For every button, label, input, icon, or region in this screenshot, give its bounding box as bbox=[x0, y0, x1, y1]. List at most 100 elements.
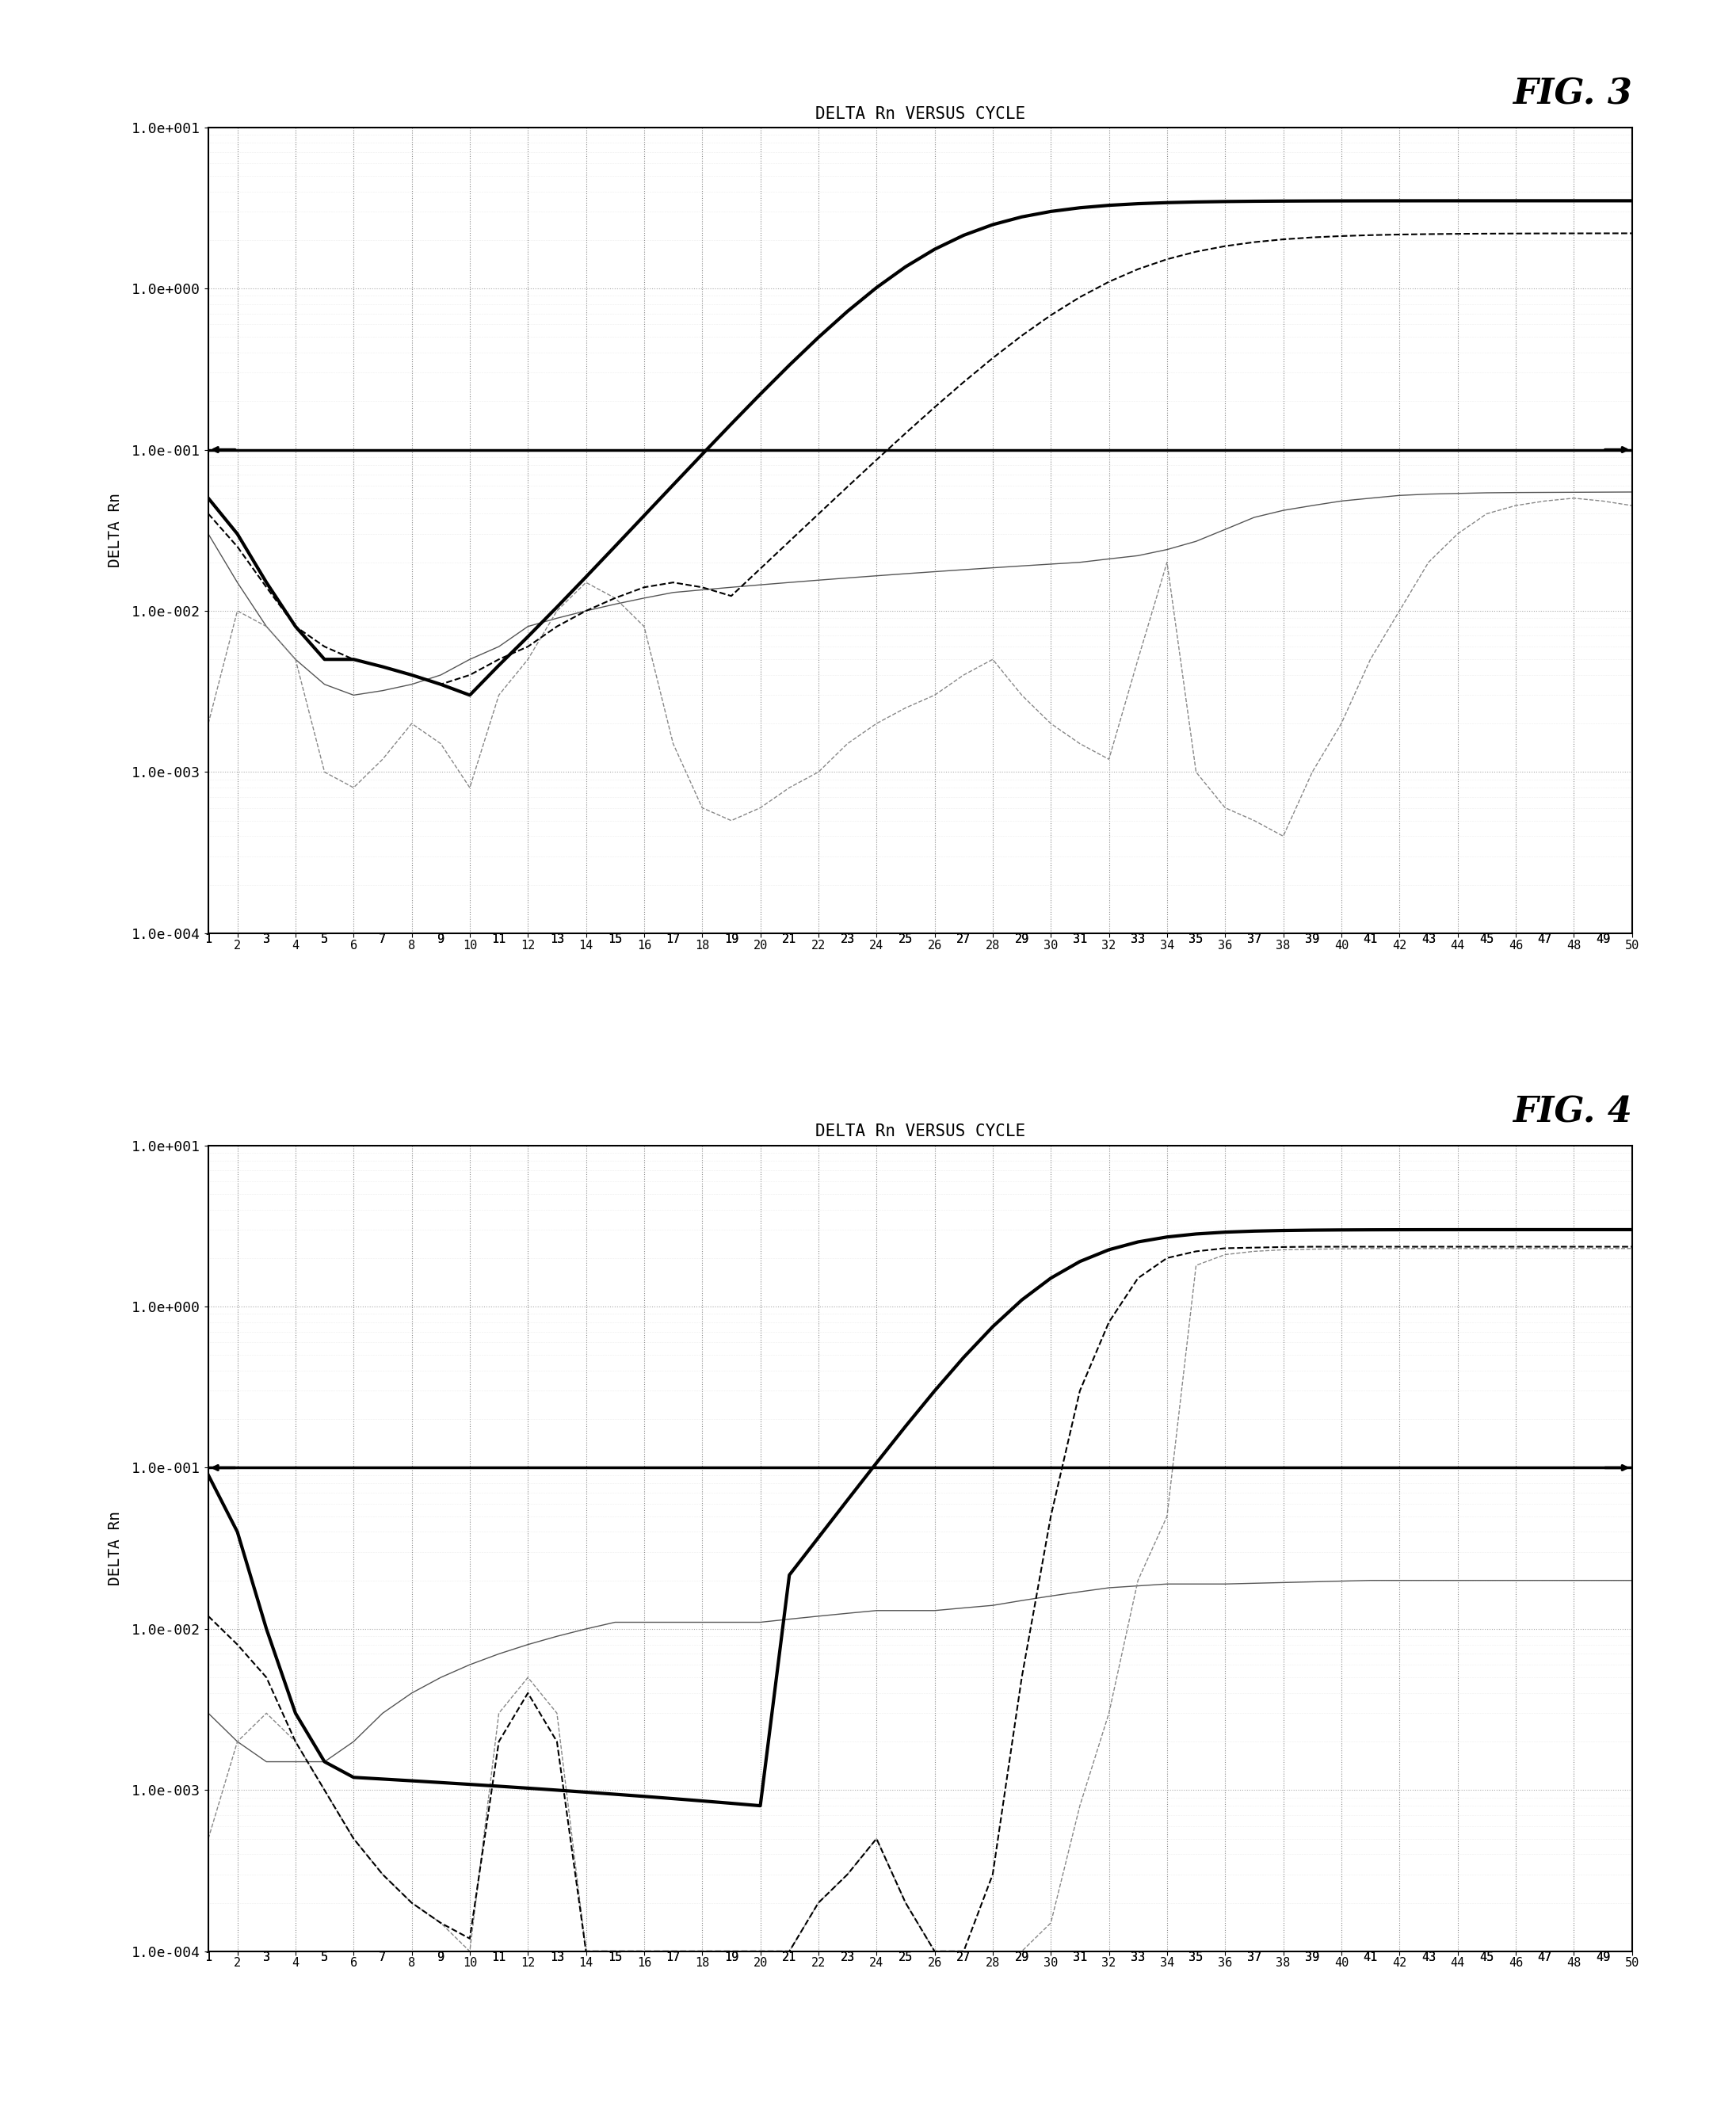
Text: 41: 41 bbox=[1363, 933, 1378, 946]
Text: 27: 27 bbox=[957, 1951, 970, 1964]
Text: 45: 45 bbox=[1479, 1951, 1493, 1964]
Text: 37: 37 bbox=[1246, 933, 1262, 946]
Text: 25: 25 bbox=[898, 1951, 913, 1964]
Text: 37: 37 bbox=[1246, 1951, 1262, 1964]
Text: 3: 3 bbox=[262, 933, 271, 946]
Text: 3: 3 bbox=[262, 1951, 271, 1964]
Text: 21: 21 bbox=[783, 933, 797, 946]
Text: 37: 37 bbox=[1246, 1951, 1262, 1964]
Text: 29: 29 bbox=[1014, 1951, 1029, 1964]
Text: 23: 23 bbox=[840, 933, 854, 946]
Text: 45: 45 bbox=[1479, 1951, 1493, 1964]
Text: 33: 33 bbox=[1130, 933, 1146, 946]
Text: 17: 17 bbox=[667, 1951, 681, 1964]
Text: 15: 15 bbox=[608, 933, 621, 946]
Text: 23: 23 bbox=[840, 1951, 854, 1964]
Text: 41: 41 bbox=[1363, 1951, 1378, 1964]
Text: 35: 35 bbox=[1189, 933, 1203, 946]
Text: 27: 27 bbox=[957, 1951, 970, 1964]
Text: 31: 31 bbox=[1073, 933, 1087, 946]
Text: FIG. 4: FIG. 4 bbox=[1512, 1094, 1632, 1128]
Text: 21: 21 bbox=[783, 1951, 797, 1964]
Y-axis label: DELTA Rn: DELTA Rn bbox=[108, 1510, 123, 1587]
Text: 13: 13 bbox=[550, 933, 564, 946]
Title: DELTA Rn VERSUS CYCLE: DELTA Rn VERSUS CYCLE bbox=[814, 106, 1026, 121]
Text: 49: 49 bbox=[1595, 933, 1609, 946]
Text: 35: 35 bbox=[1189, 1951, 1203, 1964]
Text: 39: 39 bbox=[1305, 1951, 1319, 1964]
Text: 17: 17 bbox=[667, 1951, 681, 1964]
Text: 45: 45 bbox=[1479, 933, 1493, 946]
Text: 19: 19 bbox=[724, 1951, 738, 1964]
Text: 9: 9 bbox=[437, 933, 444, 946]
Text: 39: 39 bbox=[1305, 933, 1319, 946]
Y-axis label: DELTA Rn: DELTA Rn bbox=[108, 492, 123, 568]
Title: DELTA Rn VERSUS CYCLE: DELTA Rn VERSUS CYCLE bbox=[814, 1124, 1026, 1139]
Text: 49: 49 bbox=[1595, 933, 1609, 946]
Text: 25: 25 bbox=[898, 933, 913, 946]
Text: 5: 5 bbox=[321, 933, 328, 946]
Text: 21: 21 bbox=[783, 933, 797, 946]
Text: 43: 43 bbox=[1422, 1951, 1436, 1964]
Text: 1: 1 bbox=[205, 1951, 212, 1964]
Text: 49: 49 bbox=[1595, 1951, 1609, 1964]
Text: 47: 47 bbox=[1538, 1951, 1552, 1964]
Text: 19: 19 bbox=[724, 933, 738, 946]
Text: 1: 1 bbox=[205, 933, 212, 946]
Text: 15: 15 bbox=[608, 1951, 621, 1964]
Text: 21: 21 bbox=[783, 1951, 797, 1964]
Text: 1: 1 bbox=[205, 933, 212, 946]
Text: 47: 47 bbox=[1538, 1951, 1552, 1964]
Text: 43: 43 bbox=[1422, 933, 1436, 946]
Text: 43: 43 bbox=[1422, 1951, 1436, 1964]
Text: 29: 29 bbox=[1014, 1951, 1029, 1964]
Text: 5: 5 bbox=[321, 933, 328, 946]
Text: 19: 19 bbox=[724, 1951, 738, 1964]
Text: 7: 7 bbox=[378, 933, 385, 946]
Text: 3: 3 bbox=[262, 1951, 271, 1964]
Text: 5: 5 bbox=[321, 1951, 328, 1964]
Text: 15: 15 bbox=[608, 933, 621, 946]
Text: 7: 7 bbox=[378, 933, 385, 946]
Text: 29: 29 bbox=[1014, 933, 1029, 946]
Text: 49: 49 bbox=[1595, 1951, 1609, 1964]
Text: 35: 35 bbox=[1189, 1951, 1203, 1964]
Text: 9: 9 bbox=[437, 1951, 444, 1964]
Text: 27: 27 bbox=[957, 933, 970, 946]
Text: 17: 17 bbox=[667, 933, 681, 946]
Text: 31: 31 bbox=[1073, 933, 1087, 946]
Text: FIG. 3: FIG. 3 bbox=[1512, 76, 1632, 110]
Text: 9: 9 bbox=[437, 1951, 444, 1964]
Text: 31: 31 bbox=[1073, 1951, 1087, 1964]
Text: 47: 47 bbox=[1538, 933, 1552, 946]
Text: 33: 33 bbox=[1130, 1951, 1146, 1964]
Text: 9: 9 bbox=[437, 933, 444, 946]
Text: 11: 11 bbox=[491, 1951, 507, 1964]
Text: 43: 43 bbox=[1422, 933, 1436, 946]
Text: 15: 15 bbox=[608, 1951, 621, 1964]
Text: 25: 25 bbox=[898, 933, 913, 946]
Text: 7: 7 bbox=[378, 1951, 385, 1964]
Text: 41: 41 bbox=[1363, 1951, 1378, 1964]
Text: 11: 11 bbox=[491, 1951, 507, 1964]
Text: 13: 13 bbox=[550, 933, 564, 946]
Text: 37: 37 bbox=[1246, 933, 1262, 946]
Text: 27: 27 bbox=[957, 933, 970, 946]
Text: 13: 13 bbox=[550, 1951, 564, 1964]
Text: 1: 1 bbox=[205, 1951, 212, 1964]
Text: 3: 3 bbox=[262, 933, 271, 946]
Text: 41: 41 bbox=[1363, 933, 1378, 946]
Text: 35: 35 bbox=[1189, 933, 1203, 946]
Text: 23: 23 bbox=[840, 1951, 854, 1964]
Text: 39: 39 bbox=[1305, 933, 1319, 946]
Text: 33: 33 bbox=[1130, 1951, 1146, 1964]
Text: 31: 31 bbox=[1073, 1951, 1087, 1964]
Text: 5: 5 bbox=[321, 1951, 328, 1964]
Text: 29: 29 bbox=[1014, 933, 1029, 946]
Text: 23: 23 bbox=[840, 933, 854, 946]
Text: 17: 17 bbox=[667, 933, 681, 946]
Text: 45: 45 bbox=[1479, 933, 1493, 946]
Text: 33: 33 bbox=[1130, 933, 1146, 946]
Text: 11: 11 bbox=[491, 933, 507, 946]
Text: 7: 7 bbox=[378, 1951, 385, 1964]
